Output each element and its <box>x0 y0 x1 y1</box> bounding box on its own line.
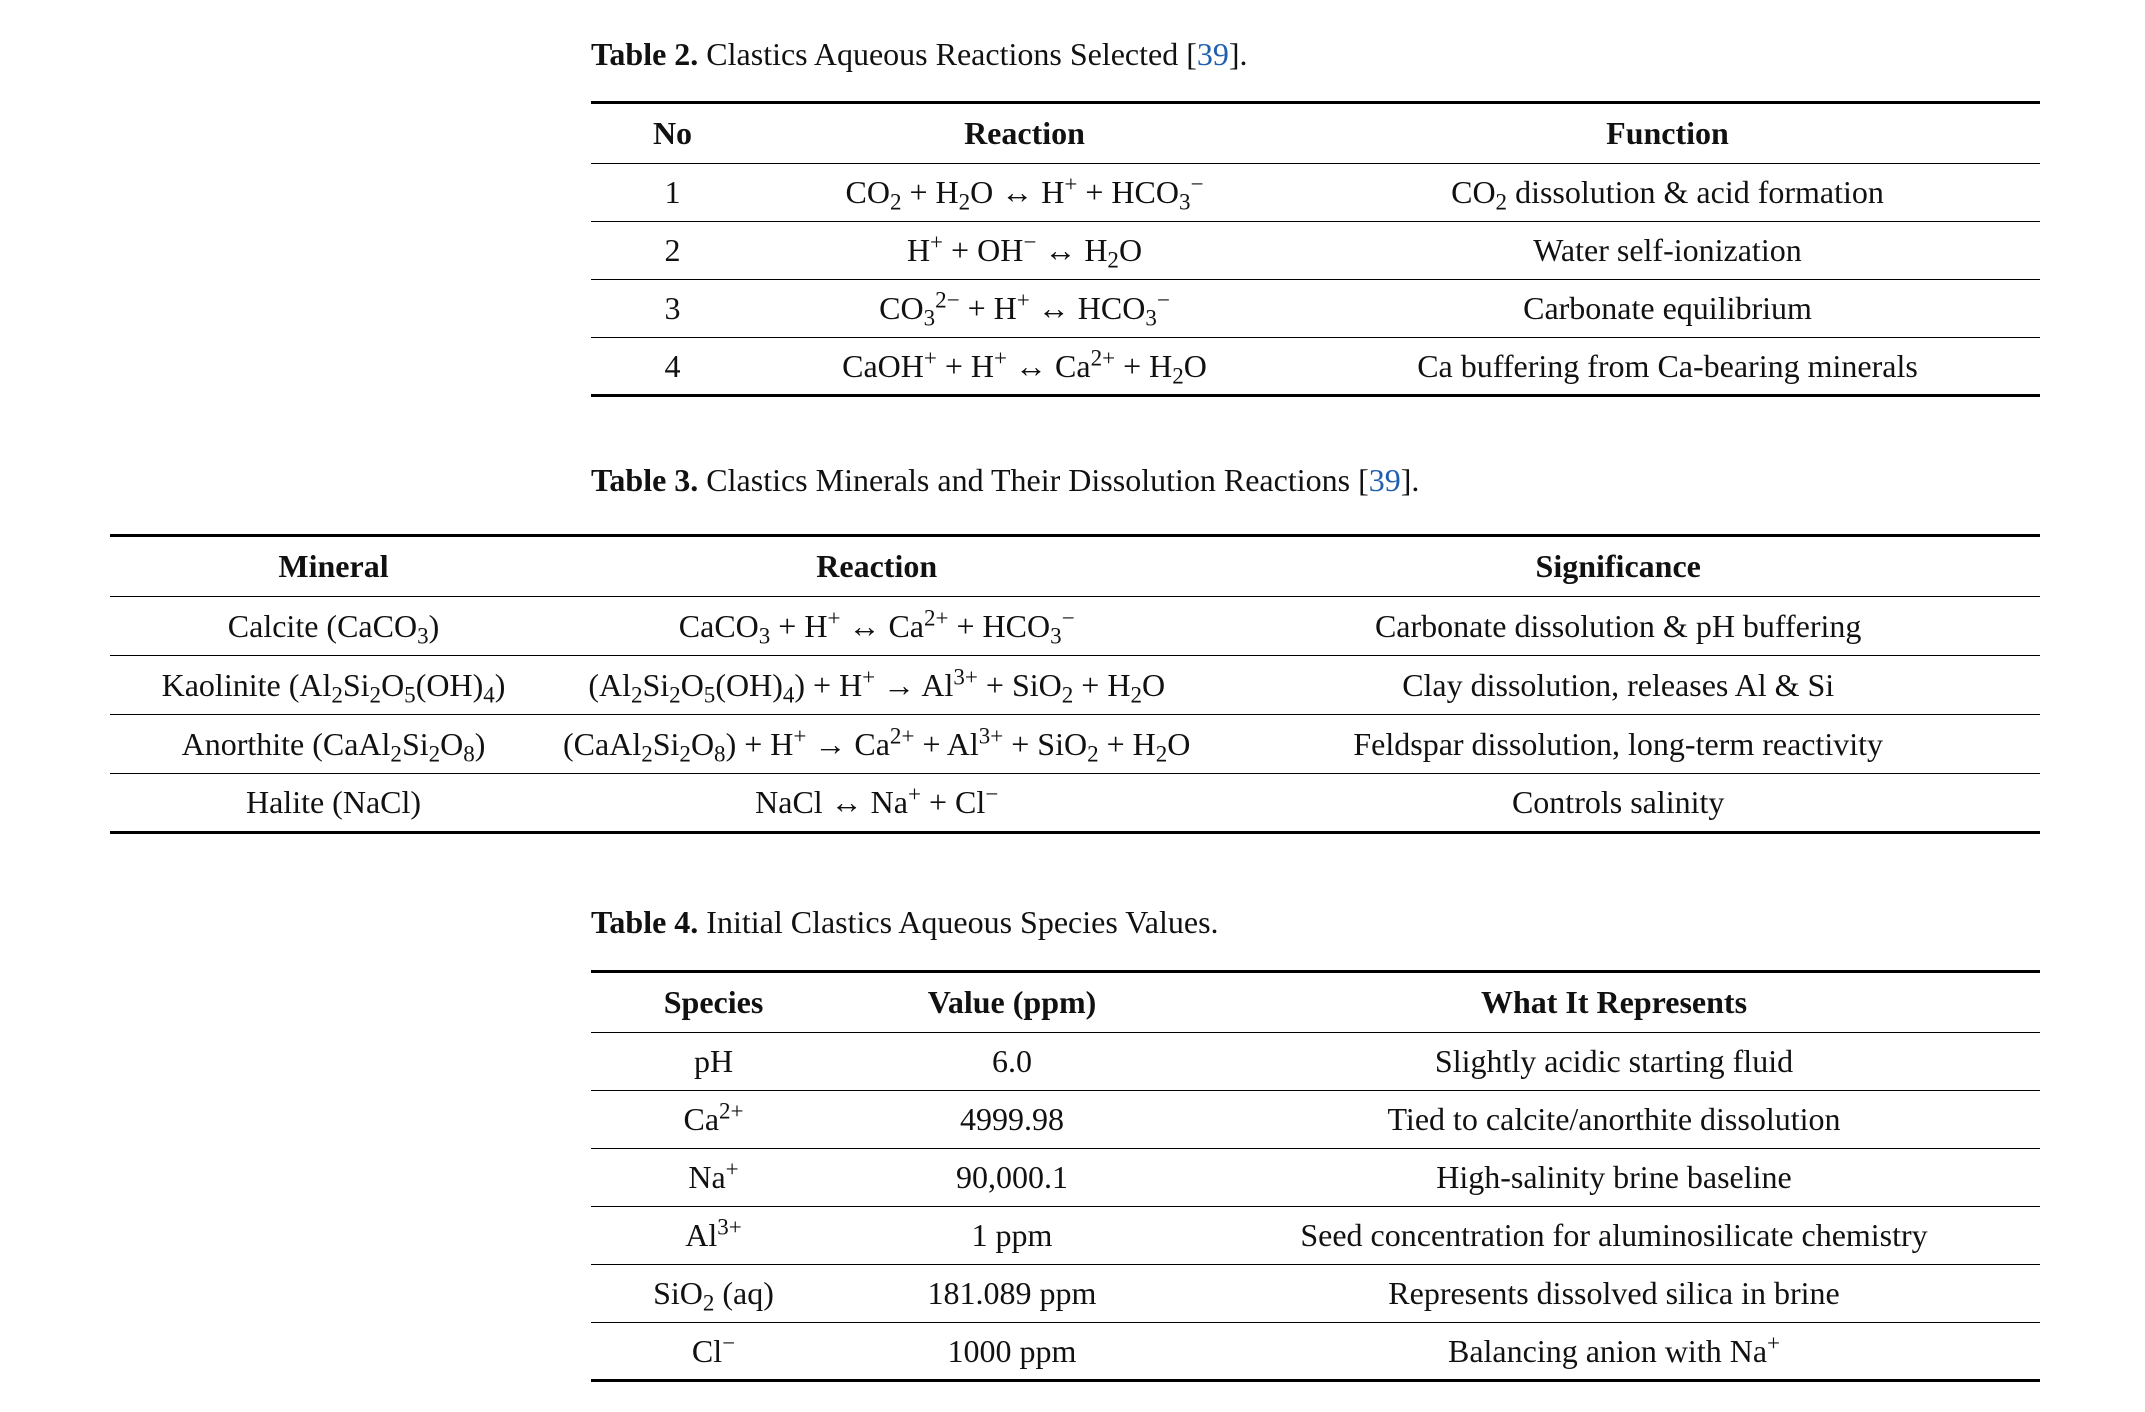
table-2-caption: Table 2. Clastics Aqueous Reactions Sele… <box>591 36 1248 72</box>
column-header-what-it-represents: What It Represents <box>1480 984 1748 1020</box>
cell-reaction: NaCl ↔ Na+ + Cl− <box>755 780 999 820</box>
cell-value: 1 ppm <box>971 1217 1053 1253</box>
table-row: 1 CO2 + H2O ↔ H+ + HCO3− CO2 dissolution &… <box>591 164 2040 222</box>
table-3-title: Clastics Minerals and Their Dissolution … <box>706 462 1369 498</box>
column-header-significance: Significance <box>1535 548 1701 584</box>
column-header-value: Value (ppm) <box>927 984 1097 1020</box>
table-2-citation-link[interactable]: 39 <box>1196 36 1229 72</box>
table-3-citation-link[interactable]: 39 <box>1368 462 1401 498</box>
cell-mineral: Calcite (CaCO3) <box>227 607 440 648</box>
column-header-species: Species <box>663 984 764 1020</box>
cell-reaction: CO2 + H2O ↔ H+ + HCO3− <box>845 170 1204 215</box>
table-row: Na+ 90,000.1 High-salinity brine baseline <box>591 1149 2040 1207</box>
table-4-title: Initial Clastics Aqueous Species Values. <box>706 904 1219 940</box>
cell-no: 4 <box>664 347 681 384</box>
cell-no: 3 <box>664 290 681 326</box>
cell-value: 181.089 ppm <box>927 1275 1097 1311</box>
cell-represents: Slightly acidic starting fluid <box>1434 1043 1794 1079</box>
cell-significance: Carbonate dissolution & pH buffering <box>1374 607 1862 644</box>
cell-mineral: Anorthite (CaAl2Si2O8) <box>181 725 486 766</box>
table-row: SiO2 (aq) 181.089 ppm Represents dissolved… <box>591 1265 2040 1323</box>
cell-function: CO2 dissolution & acid formation <box>1451 174 1884 215</box>
table-3-label: Table 3. <box>591 462 699 498</box>
cell-reaction: CaCO3 + H+ ↔ Ca2+ + HCO3− <box>678 603 1075 648</box>
column-header-function: Function <box>1606 115 1729 151</box>
cell-mineral: Kaolinite (Al2Si2O5(OH)4) <box>161 666 506 707</box>
table-row: Ca2+ 4999.98 Tied to calcite/anorthite dis… <box>591 1091 2040 1149</box>
cell-no: 2 <box>664 232 681 268</box>
cell-species: Na+ <box>688 1155 739 1195</box>
cell-value: 90,000.1 <box>956 1159 1068 1195</box>
table-4-label: Table 4. <box>591 904 699 940</box>
cell-species: Ca2+ <box>683 1097 744 1137</box>
cell-represents: Represents dissolved silica in brine <box>1388 1275 1840 1311</box>
table-row: 2 H+ + OH− ↔ H2O Water self-ionization <box>591 222 2040 280</box>
column-header-mineral: Mineral <box>278 548 389 584</box>
cell-significance: Controls salinity <box>1511 784 1725 820</box>
cell-no: 1 <box>664 174 681 210</box>
column-header-no: No <box>652 115 693 151</box>
cell-function: Carbonate equilibrium <box>1523 290 1812 326</box>
table-row: Halite (NaCl) NaCl ↔ Na+ + Cl− Controls sa… <box>110 774 2040 833</box>
cell-reaction: CaOH+ + H+ ↔ Ca2+ + H2O <box>842 343 1207 388</box>
cell-reaction: (CaAl2Si2O8) + H+ → Ca2+ + Al3+ + SiO2 +… <box>563 721 1191 766</box>
cell-reaction: (Al2Si2O5(OH)4) + H+ → Al3+ + SiO2 + H2O <box>588 662 1166 707</box>
table-row: pH 6.0 Slightly acidic starting fluid <box>591 1033 2040 1091</box>
table-2-label: Table 2. <box>591 36 699 72</box>
cell-represents: Balancing anion with Na+ <box>1447 1328 1781 1369</box>
table-4: Species Value (ppm) What It Represents p… <box>591 970 2040 1382</box>
cell-reaction: CO32− + H+ ↔ HCO3− <box>879 286 1170 331</box>
cell-value: 6.0 <box>992 1043 1032 1079</box>
table-row: 4 CaOH+ + H+ ↔ Ca2+ + H2O Ca buffering fro… <box>591 338 2040 396</box>
table-row: Anorthite (CaAl2Si2O8) (CaAl2Si2O8) + H+ … <box>110 715 2040 774</box>
table-3: Mineral Reaction Significance Calcite (C… <box>110 534 2040 834</box>
cell-represents: High-salinity brine baseline <box>1436 1159 1792 1195</box>
cell-reaction: H+ + OH− ↔ H2O <box>906 228 1143 273</box>
table-3-caption: Table 3. Clastics Minerals and Their Dis… <box>591 462 1420 498</box>
cell-mineral: Halite (NaCl) <box>245 784 422 820</box>
column-header-reaction: Reaction <box>964 115 1085 151</box>
table-2: No Reaction Function 1 CO2 + H2O ↔ H+ + H… <box>591 101 2040 397</box>
cell-value: 1000 ppm <box>947 1332 1077 1369</box>
cell-function: Water self-ionization <box>1533 232 1802 268</box>
table-2-title: Clastics Aqueous Reactions Selected [ <box>706 36 1197 72</box>
column-header-reaction: Reaction <box>816 548 938 584</box>
cell-species: Cl− <box>691 1328 736 1369</box>
table-row: Calcite (CaCO3) CaCO3 + H+ ↔ Ca2+ + HCO3−… <box>110 597 2040 656</box>
table-row: Al3+ 1 ppm Seed concentration for aluminos… <box>591 1207 2040 1265</box>
cell-species: Al3+ <box>685 1213 742 1253</box>
cell-significance: Feldspar dissolution, long-term reactivi… <box>1353 725 1884 762</box>
table-row: Kaolinite (Al2Si2O5(OH)4) (Al2Si2O5(OH)4)… <box>110 656 2040 715</box>
cell-function: Ca buffering from Ca-bearing minerals <box>1417 347 1918 384</box>
cell-value: 4999.98 <box>960 1101 1064 1137</box>
cell-significance: Clay dissolution, releases Al & Si <box>1402 666 1835 703</box>
table-4-caption: Table 4. Initial Clastics Aqueous Specie… <box>591 902 1219 942</box>
cell-species: pH <box>693 1043 734 1079</box>
table-row: Cl− 1000 ppm Balancing anion with Na+ <box>591 1323 2040 1381</box>
cell-represents: Seed concentration for aluminosilicate c… <box>1300 1217 1928 1253</box>
cell-species: SiO2 (aq) <box>653 1275 774 1316</box>
cell-represents: Tied to calcite/anorthite dissolution <box>1387 1101 1841 1137</box>
table-row: 3 CO32− + H+ ↔ HCO3− Carbonate equilibrium <box>591 280 2040 338</box>
